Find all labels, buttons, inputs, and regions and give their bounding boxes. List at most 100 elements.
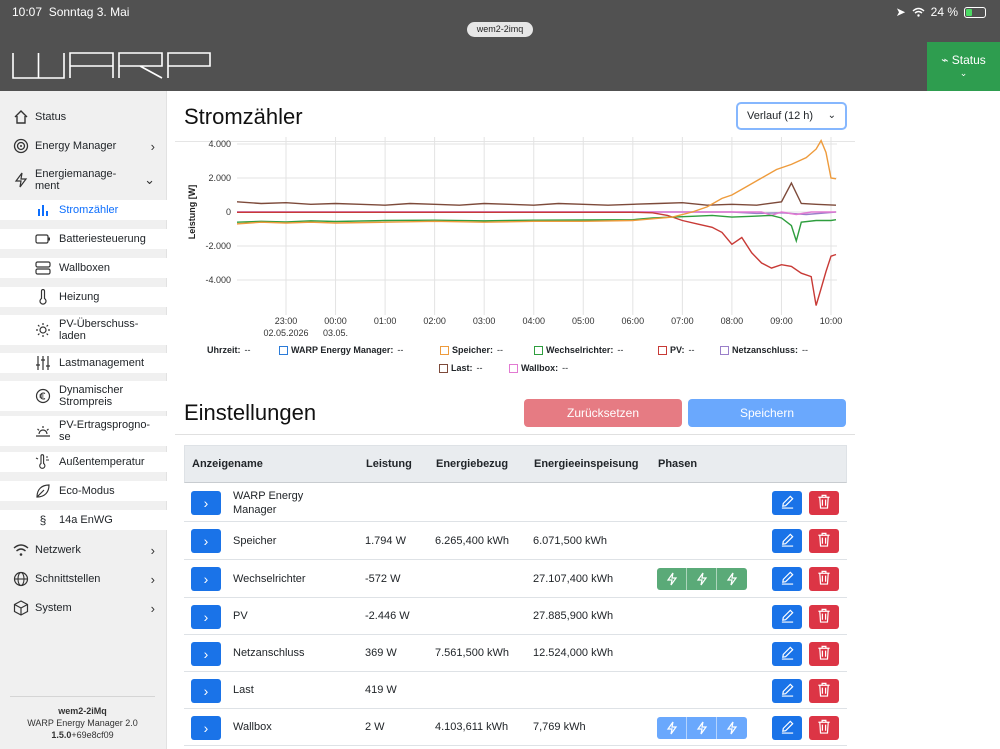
legend-swatch xyxy=(720,345,729,355)
legend-item[interactable]: Wallbox: -- xyxy=(509,363,568,373)
meter-export: 27.885,900 kWh xyxy=(533,610,614,622)
series-line-speicher xyxy=(237,139,837,225)
server-icon xyxy=(35,260,51,276)
legend-item[interactable]: WARP Energy Manager: -- xyxy=(279,345,403,355)
y-tick-label: 4.000 xyxy=(208,139,231,149)
delete-button[interactable] xyxy=(809,567,839,591)
expand-row-button[interactable]: › xyxy=(191,605,221,629)
power-chart[interactable]: 23:00 02.05.2026 00:00 03.05. 01:00 02:00 03:0… xyxy=(167,137,857,337)
sliders-icon xyxy=(35,355,51,371)
chevron-down-icon: ⌄ xyxy=(144,172,155,187)
leaf-icon xyxy=(35,483,51,499)
home-icon xyxy=(12,108,30,126)
battery-icon xyxy=(35,231,51,247)
meter-name: Netzanschluss xyxy=(233,647,305,659)
table-row: › PV -2.446 W 27.885,900 kWh xyxy=(184,598,847,635)
pencil-icon xyxy=(780,645,795,663)
sidebar-item-dynamischer-strompreis[interactable]: Dynamischer Strompreis xyxy=(0,381,167,411)
sidebar-item-energy-manager[interactable]: Energy Manager › xyxy=(0,136,167,156)
legend-swatch xyxy=(509,363,518,373)
meter-export: 12.524,000 kWh xyxy=(533,647,614,659)
pencil-icon xyxy=(780,570,795,588)
edit-button[interactable] xyxy=(772,529,802,553)
column-header-import: Energiebezug xyxy=(436,458,509,470)
expand-row-button[interactable]: › xyxy=(191,716,221,740)
legend-swatch xyxy=(439,363,448,373)
app-header: 10:07 Sonntag 3. Mai ➤ 24 % wem2-2imq ⌁ … xyxy=(0,0,1000,91)
sidebar-item-eco-modus[interactable]: Eco-Modus xyxy=(0,481,167,501)
table-row: › Wechselrichter -572 W 27.107,400 kWh xyxy=(184,560,847,598)
edit-button[interactable] xyxy=(772,679,802,703)
sidebar-item-pv-ertragsprognose[interactable]: PV-Ertragsprogno-se xyxy=(0,416,167,446)
divider xyxy=(175,141,855,142)
legend-item[interactable]: Last: -- xyxy=(439,363,483,373)
chevron-right-icon: › xyxy=(150,571,155,587)
x-tick-label: 04:00 xyxy=(522,316,545,326)
y-tick-label: -4.000 xyxy=(205,275,231,285)
bar-chart-icon xyxy=(35,202,51,218)
legend-item[interactable]: Wechselrichter: -- xyxy=(534,345,623,355)
device-info: wem2-2iMq WARP Energy Manager 2.0 1.5.0+… xyxy=(10,696,155,741)
wifi-status-icon xyxy=(912,7,925,17)
edit-button[interactable] xyxy=(772,491,802,515)
chevron-right-icon: › xyxy=(150,542,155,558)
edit-button[interactable] xyxy=(772,642,802,666)
expand-row-button[interactable]: › xyxy=(191,567,221,591)
delete-button[interactable] xyxy=(809,716,839,740)
meter-name: PV xyxy=(233,610,248,622)
url-pill[interactable]: wem2-2imq xyxy=(467,22,533,37)
delete-button[interactable] xyxy=(809,605,839,629)
edit-button[interactable] xyxy=(772,567,802,591)
delete-button[interactable] xyxy=(809,642,839,666)
phase-3-bolt-icon xyxy=(717,568,747,590)
edit-button[interactable] xyxy=(772,605,802,629)
sidebar-item-netzwerk[interactable]: Netzwerk › xyxy=(0,540,167,560)
delete-button[interactable] xyxy=(809,679,839,703)
x-tick-label: 23:00 xyxy=(275,316,298,326)
legend-item[interactable]: Netzanschluss: -- xyxy=(720,345,808,355)
expand-row-button[interactable]: › xyxy=(191,679,221,703)
sidebar-item-batteriesteuerung[interactable]: Batteriesteuerung xyxy=(0,229,167,249)
expand-row-button[interactable]: › xyxy=(191,529,221,553)
history-range-select[interactable]: Verlauf (12 h) ⌄ xyxy=(736,102,847,130)
series-line-wallbox xyxy=(237,211,836,217)
column-header-phases: Phasen xyxy=(658,458,698,470)
expand-row-button[interactable]: › xyxy=(191,491,221,515)
battery-icon xyxy=(964,6,986,18)
legend-item[interactable]: Speicher: -- xyxy=(440,345,503,355)
sidebar-item-energiemanagement[interactable]: Energiemanage-ment ⌄ xyxy=(0,166,167,194)
sidebar-item-lastmanagement[interactable]: Lastmanagement xyxy=(0,353,167,373)
y-tick-label: 0 xyxy=(226,207,231,217)
legend-item[interactable]: PV: -- xyxy=(658,345,695,355)
sidebar-item-schnittstellen[interactable]: Schnittstellen › xyxy=(0,569,167,589)
trash-icon xyxy=(817,645,831,663)
sidebar-item-status[interactable]: Status xyxy=(0,107,167,127)
column-header-export: Energieeinspeisung xyxy=(534,458,639,470)
sidebar-item-aussentemperatur[interactable]: Außentemperatur xyxy=(0,452,167,472)
trash-icon xyxy=(817,719,831,737)
sidebar-item-wallboxen[interactable]: Wallboxen xyxy=(0,258,167,278)
chevron-double-down-icon: ⌄ xyxy=(959,68,968,78)
expand-row-button[interactable]: › xyxy=(191,642,221,666)
meter-power: 2 W xyxy=(365,721,385,733)
chevron-right-icon: › xyxy=(150,600,155,616)
pencil-icon xyxy=(780,608,795,626)
delete-button[interactable] xyxy=(809,529,839,553)
sidebar-item-stromzaehler[interactable]: Stromzähler xyxy=(0,200,167,220)
sidebar-item-system[interactable]: System › xyxy=(0,598,167,618)
warp-logo[interactable] xyxy=(12,52,212,80)
sidebar-item-pv-ueberschussladen[interactable]: PV-Überschuss-laden xyxy=(0,315,167,345)
phases-indicator xyxy=(657,717,747,739)
x-tick-date: 03.05. xyxy=(323,328,348,337)
column-header-power: Leistung xyxy=(366,458,412,470)
table-row: › Netzanschluss 369 W 7.561,500 kWh 12.524,0… xyxy=(184,635,847,672)
sidebar-item-heizung[interactable]: Heizung xyxy=(0,287,167,307)
edit-button[interactable] xyxy=(772,716,802,740)
save-button[interactable]: Speichern xyxy=(688,399,846,427)
thermometer-sun-icon xyxy=(35,454,51,470)
sidebar-item-14a-enwg[interactable]: § 14a EnWG xyxy=(0,510,167,530)
status-toggle-button[interactable]: ⌁ Status ⌄ xyxy=(927,42,1000,91)
meter-name: Wallbox xyxy=(233,721,272,733)
delete-button[interactable] xyxy=(809,491,839,515)
reset-button[interactable]: Zurücksetzen xyxy=(524,399,682,427)
